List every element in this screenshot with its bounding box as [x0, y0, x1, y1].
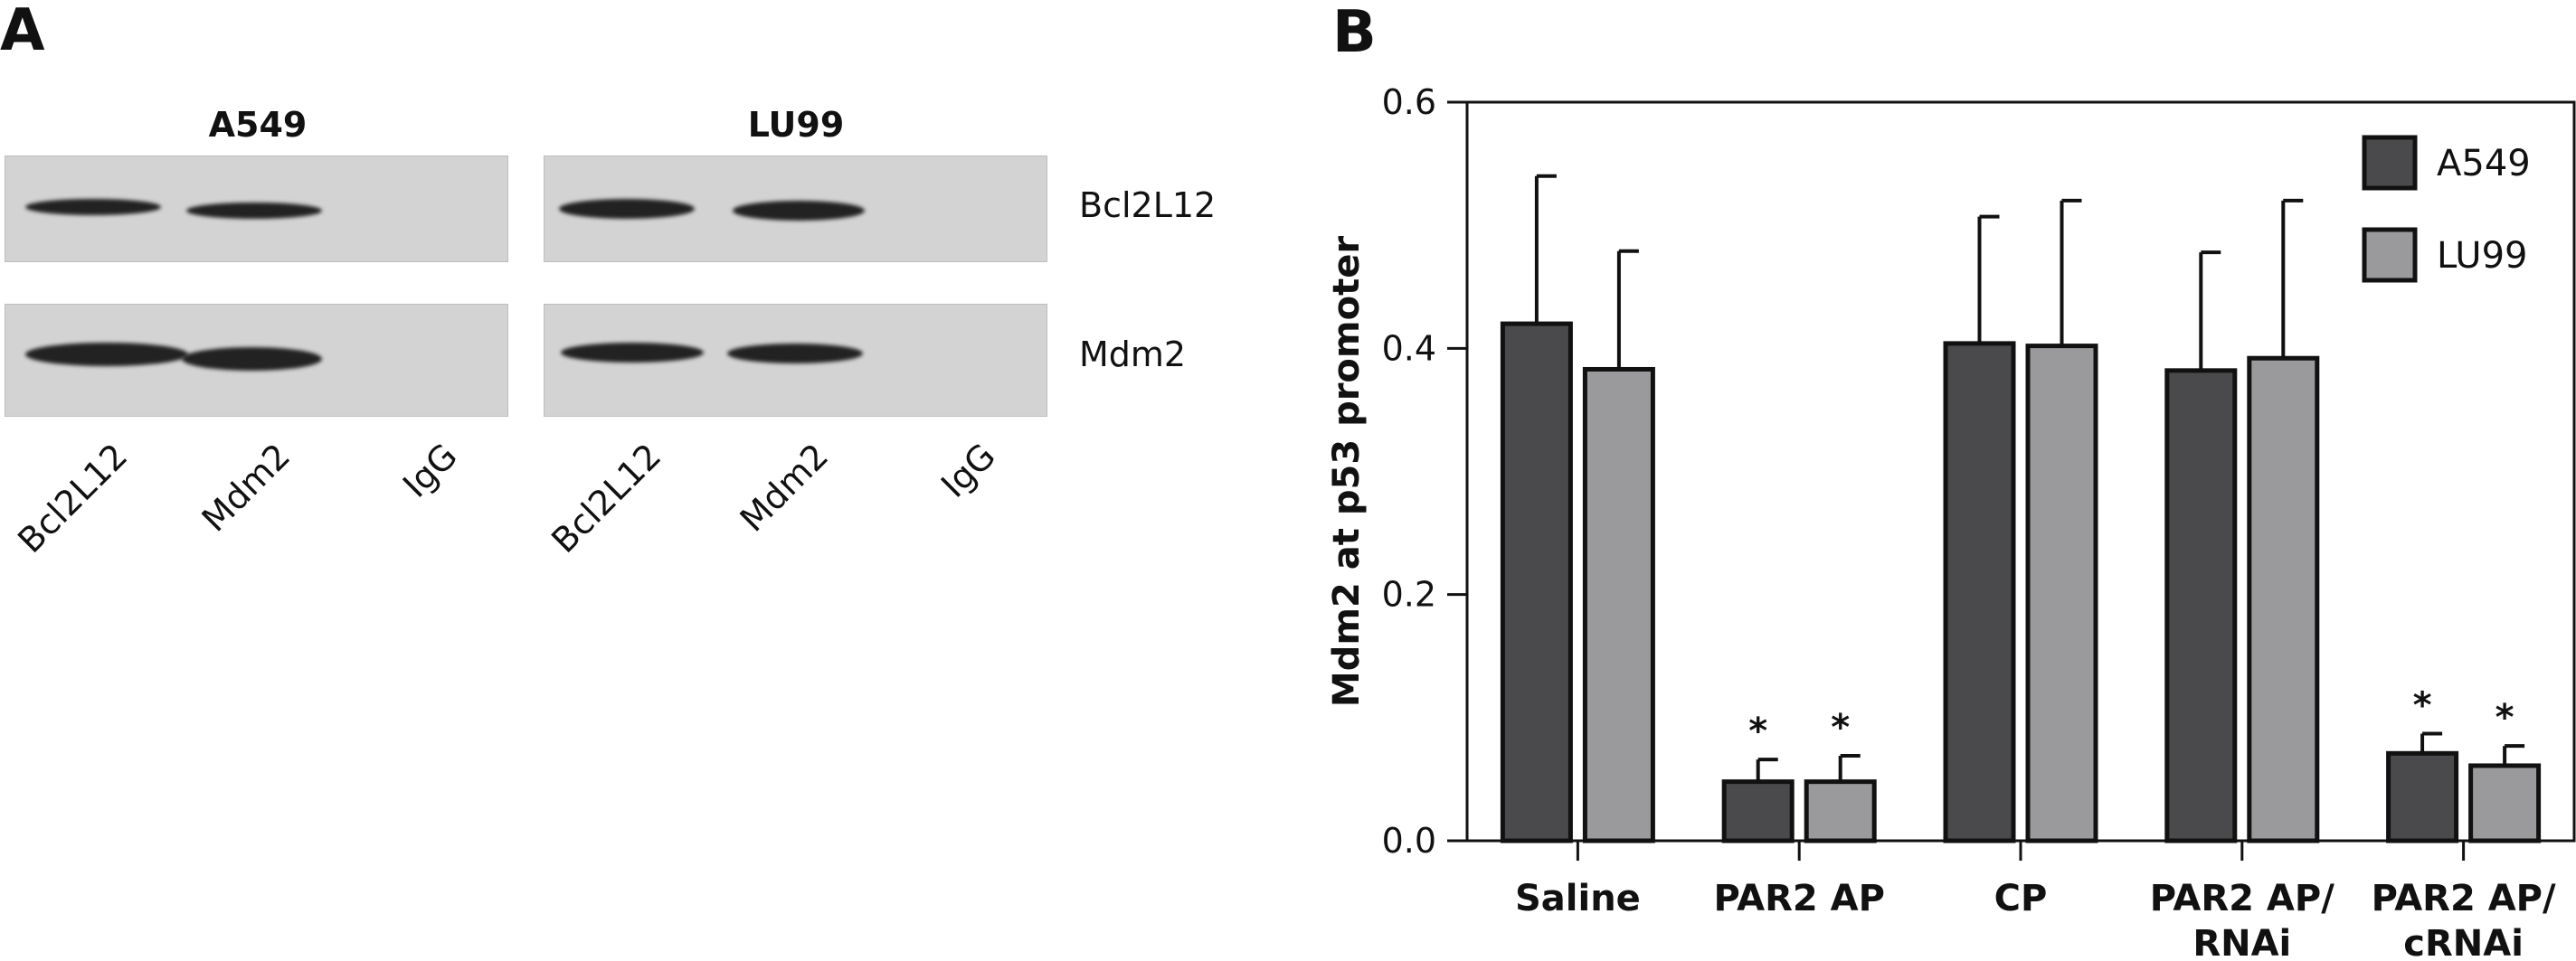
bar [2025, 344, 2098, 843]
bar [1943, 341, 2016, 843]
x-tick-label: PAR2 AP/RNAi [2150, 878, 2334, 961]
significance-marker: * [2413, 685, 2432, 727]
significance-marker: * [1748, 711, 1767, 752]
band [733, 201, 865, 221]
bar [1804, 779, 1877, 843]
band [25, 199, 161, 215]
bar [1721, 779, 1795, 843]
blot-lu99-mdm2 [544, 304, 1047, 417]
panel-a-letter: A [0, 0, 45, 64]
band [186, 203, 322, 219]
x-tick-label: PAR2 AP/cRNAi [2372, 878, 2556, 961]
blot-title-lu99: LU99 [747, 105, 845, 145]
blot-title-a549: A549 [208, 105, 308, 145]
bar [2247, 355, 2320, 843]
bar [1582, 366, 1655, 843]
band [25, 343, 188, 366]
bar [2164, 368, 2238, 843]
x-tick-label: Saline [1515, 878, 1641, 919]
y-tick-label: 0.2 [1382, 575, 1436, 615]
legend-label: LU99 [2437, 235, 2527, 277]
significance-marker: * [2496, 697, 2514, 739]
bar [2386, 750, 2459, 843]
bar [1500, 321, 1573, 843]
legend-label: A549 [2437, 143, 2531, 184]
y-tick-label: 0.6 [1382, 82, 1436, 122]
significance-marker: * [1831, 707, 1850, 749]
band [182, 347, 322, 371]
blot-a549-bcl2l12 [5, 155, 508, 262]
x-tick-label: PAR2 AP [1713, 878, 1884, 919]
legend-swatch [2362, 135, 2418, 191]
y-axis-label: Mdm2 at p53 promoter [1326, 236, 1368, 707]
row-label-bcl2l12: Bcl2L12 [1079, 185, 1217, 225]
band [559, 199, 695, 219]
band [727, 344, 863, 363]
legend-swatch [2362, 227, 2418, 283]
blot-lu99-bcl2l12 [544, 155, 1047, 262]
bar [2468, 763, 2542, 843]
band [561, 343, 704, 363]
panel-b-letter: B [1332, 0, 1377, 66]
y-tick-label: 0.4 [1382, 328, 1436, 368]
x-tick-label: CP [1994, 878, 2048, 919]
blot-a549-mdm2 [5, 304, 508, 417]
y-tick-label: 0.0 [1382, 821, 1436, 861]
row-label-mdm2: Mdm2 [1079, 334, 1187, 374]
